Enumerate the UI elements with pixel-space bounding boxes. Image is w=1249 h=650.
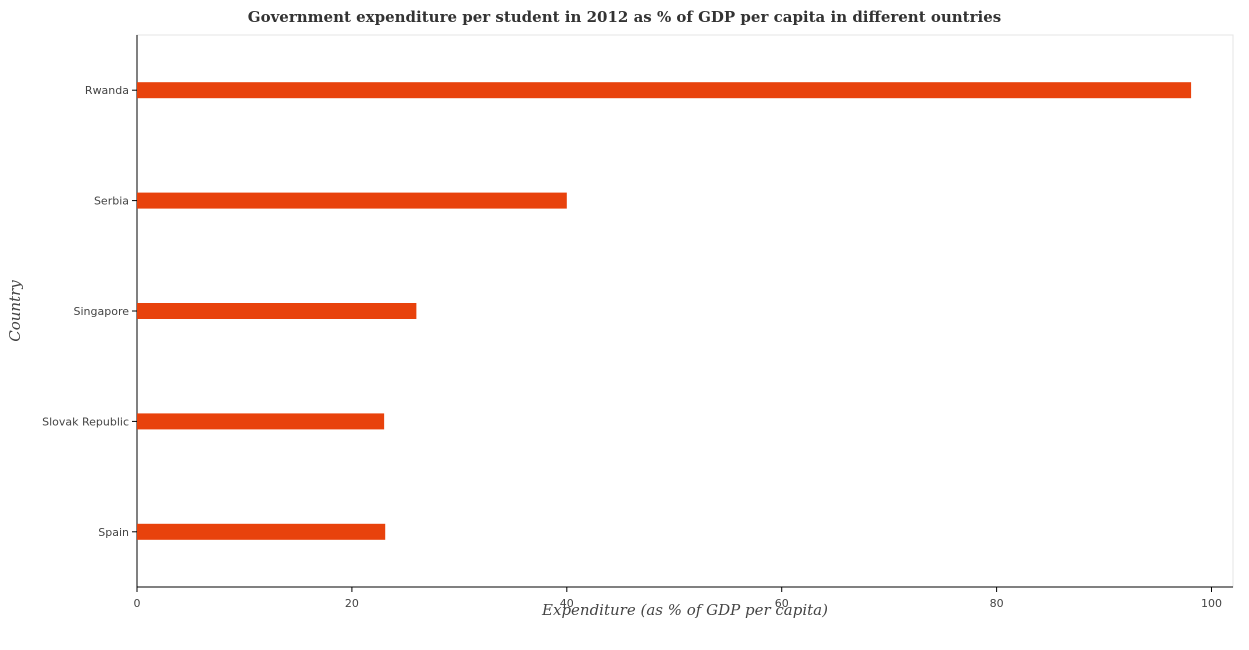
bar [137,82,1192,99]
y-tick-label: Serbia [94,195,129,208]
x-axis-ticks: 0 20 40 60 80 100 [134,587,1222,610]
bar [137,303,417,319]
bar [137,523,386,540]
x-tick-label: 80 [990,597,1004,610]
x-tick-label: 100 [1201,597,1222,610]
x-tick-label: 20 [345,597,359,610]
x-tick-label: 0 [134,597,141,610]
bar [137,413,385,430]
bars-group [137,82,1192,540]
x-tick-label: 40 [560,597,574,610]
bar [137,192,567,209]
chart-title: Government expenditure per student in 20… [247,8,1002,26]
x-axis-label: Expenditure (as % of GDP per capita) [541,601,828,619]
y-tick-label: Slovak Republic [42,415,129,428]
y-tick-label: Rwanda [85,84,129,97]
y-axis-ticks: Rwanda Serbia Singapore Slovak Republic Spai… [42,84,137,539]
x-tick-label: 60 [775,597,789,610]
y-axis-label: Country [6,280,24,342]
y-tick-label: Singapore [74,305,130,318]
y-tick-label: Spain [98,526,129,539]
